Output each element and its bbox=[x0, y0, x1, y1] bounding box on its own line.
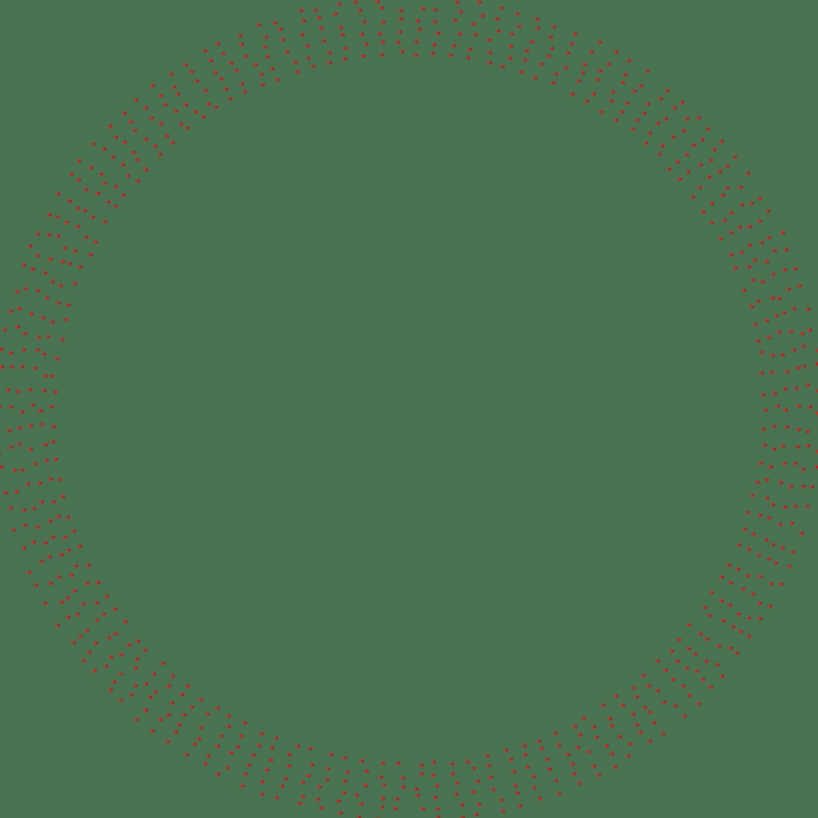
scatter-plot-canvas bbox=[0, 0, 818, 818]
polar-scatter-figure bbox=[0, 0, 818, 818]
